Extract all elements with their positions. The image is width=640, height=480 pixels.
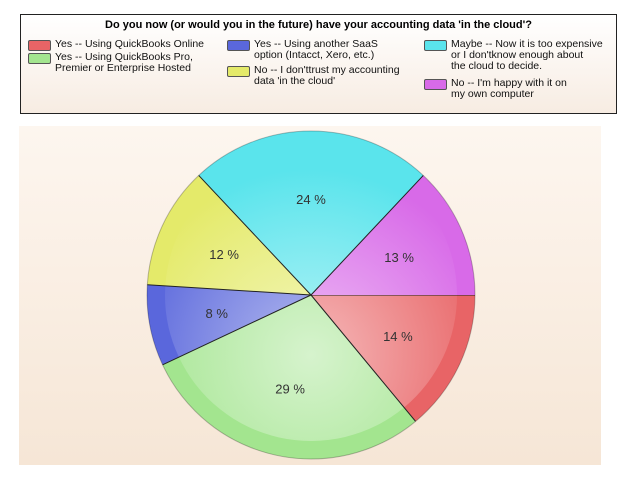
legend-label: Yes -- Using QuickBooks Pro, Premier or E… (55, 51, 193, 74)
pie-slice-divider (162, 294, 312, 366)
legend-label: Yes -- Using QuickBooks Online (55, 38, 205, 50)
pie-data-label-3: 8 % (205, 306, 228, 321)
pie-slice-divider (147, 284, 312, 296)
legend-swatch (28, 40, 51, 51)
pie-data-label-1: 14 % (383, 329, 413, 344)
legend-swatch (227, 66, 250, 77)
pie-slice-divider (198, 175, 312, 296)
pie-outline (146, 130, 476, 460)
pie-slice-divider (310, 294, 416, 422)
pie-data-label-5: 24 % (296, 192, 326, 207)
pie-slice-face (165, 188, 311, 295)
pie-slice-4 (147, 175, 312, 296)
pie-slice-6 (310, 175, 475, 296)
legend-swatch (424, 79, 447, 90)
chart-title: Do you now (or would you in the future) … (105, 19, 532, 31)
pie-slice-2 (162, 294, 416, 459)
legend: Do you now (or would you in the future) … (20, 14, 617, 114)
pie-data-label-6: 13 % (384, 250, 414, 265)
legend-swatch (227, 40, 250, 51)
pie-slice-5 (198, 130, 424, 296)
pie-slice-face (311, 188, 457, 295)
pie-slice-face (165, 285, 311, 358)
pie-slice-face (311, 295, 457, 408)
legend-label: Maybe -- Now it is too expensive or I don… (451, 38, 603, 72)
legend-label: Yes -- Using another SaaS option (Intacct… (254, 38, 378, 61)
legend-label: No -- I'm happy with it on my own compute… (451, 77, 567, 100)
legend-swatch (28, 53, 51, 64)
legend-label: No -- I don'ttrust my accounting data 'in… (254, 64, 400, 87)
pie-slice-face (178, 295, 405, 441)
pie-slice-3 (146, 284, 312, 366)
pie-data-label-2: 29 % (275, 382, 305, 397)
pie-slice-divider (310, 175, 424, 296)
pie-slice-face (211, 149, 411, 295)
legend-swatch (424, 40, 447, 51)
pie-data-label-4: 12 % (209, 247, 239, 262)
